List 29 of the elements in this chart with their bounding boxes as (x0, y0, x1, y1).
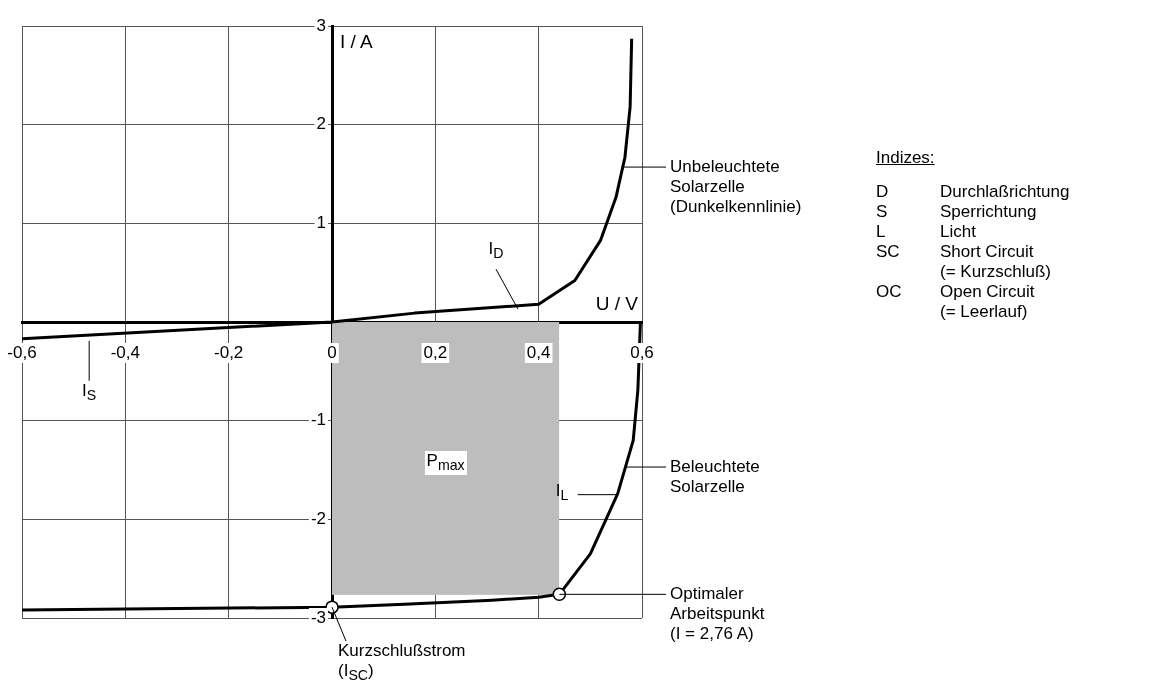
text: SC Short Circuit (= Kurzschluß) (876, 242, 1051, 281)
annotation: I$_{D}$ (488, 239, 504, 264)
x-axis-title: U / V (595, 293, 638, 314)
y-tick-label: -1 (310, 410, 327, 430)
y-tick-label: 1 (316, 213, 327, 233)
y-tick-label: 2 (316, 114, 327, 134)
annotation: P$_{max}$ (424, 451, 467, 476)
y-tick-label: 3 (316, 15, 327, 35)
y-tick-label: -2 (310, 509, 327, 529)
x-tick-label: 0,4 (526, 342, 551, 362)
x-tick-label: 0,2 (423, 342, 448, 362)
annotation: Unbeleuchtete Solarzelle (Dunkelkennlinie) (670, 157, 802, 218)
x-tick-label: -0,6 (7, 342, 37, 362)
text: S Sperrichtung (876, 202, 1037, 221)
x-tick-label: 0 (327, 342, 337, 362)
y-axis-title: I / A (340, 31, 373, 52)
annotation: I$_{L}$ (555, 480, 569, 506)
text: Indizes: (876, 148, 936, 168)
annotation: Beleuchtete Solarzelle (670, 457, 760, 498)
x-tick-label: -0,4 (110, 342, 140, 362)
text: OC Open Circuit (= Leerlauf) (876, 282, 1035, 321)
text: L Licht (876, 222, 976, 241)
x-tick-label: -0,2 (214, 342, 244, 362)
x-tick-label: 0,6 (630, 342, 654, 362)
text: D Durchlaßrichtung (876, 182, 1070, 201)
annotation: Optimaler Arbeitspunkt (I = 2,76 A) (670, 584, 765, 645)
annotation: I$_{S}$ (82, 380, 97, 406)
annotation: Kurzschlußstrom (I$_{SC}$) (338, 641, 466, 686)
y-tick-label: -3 (310, 607, 327, 627)
